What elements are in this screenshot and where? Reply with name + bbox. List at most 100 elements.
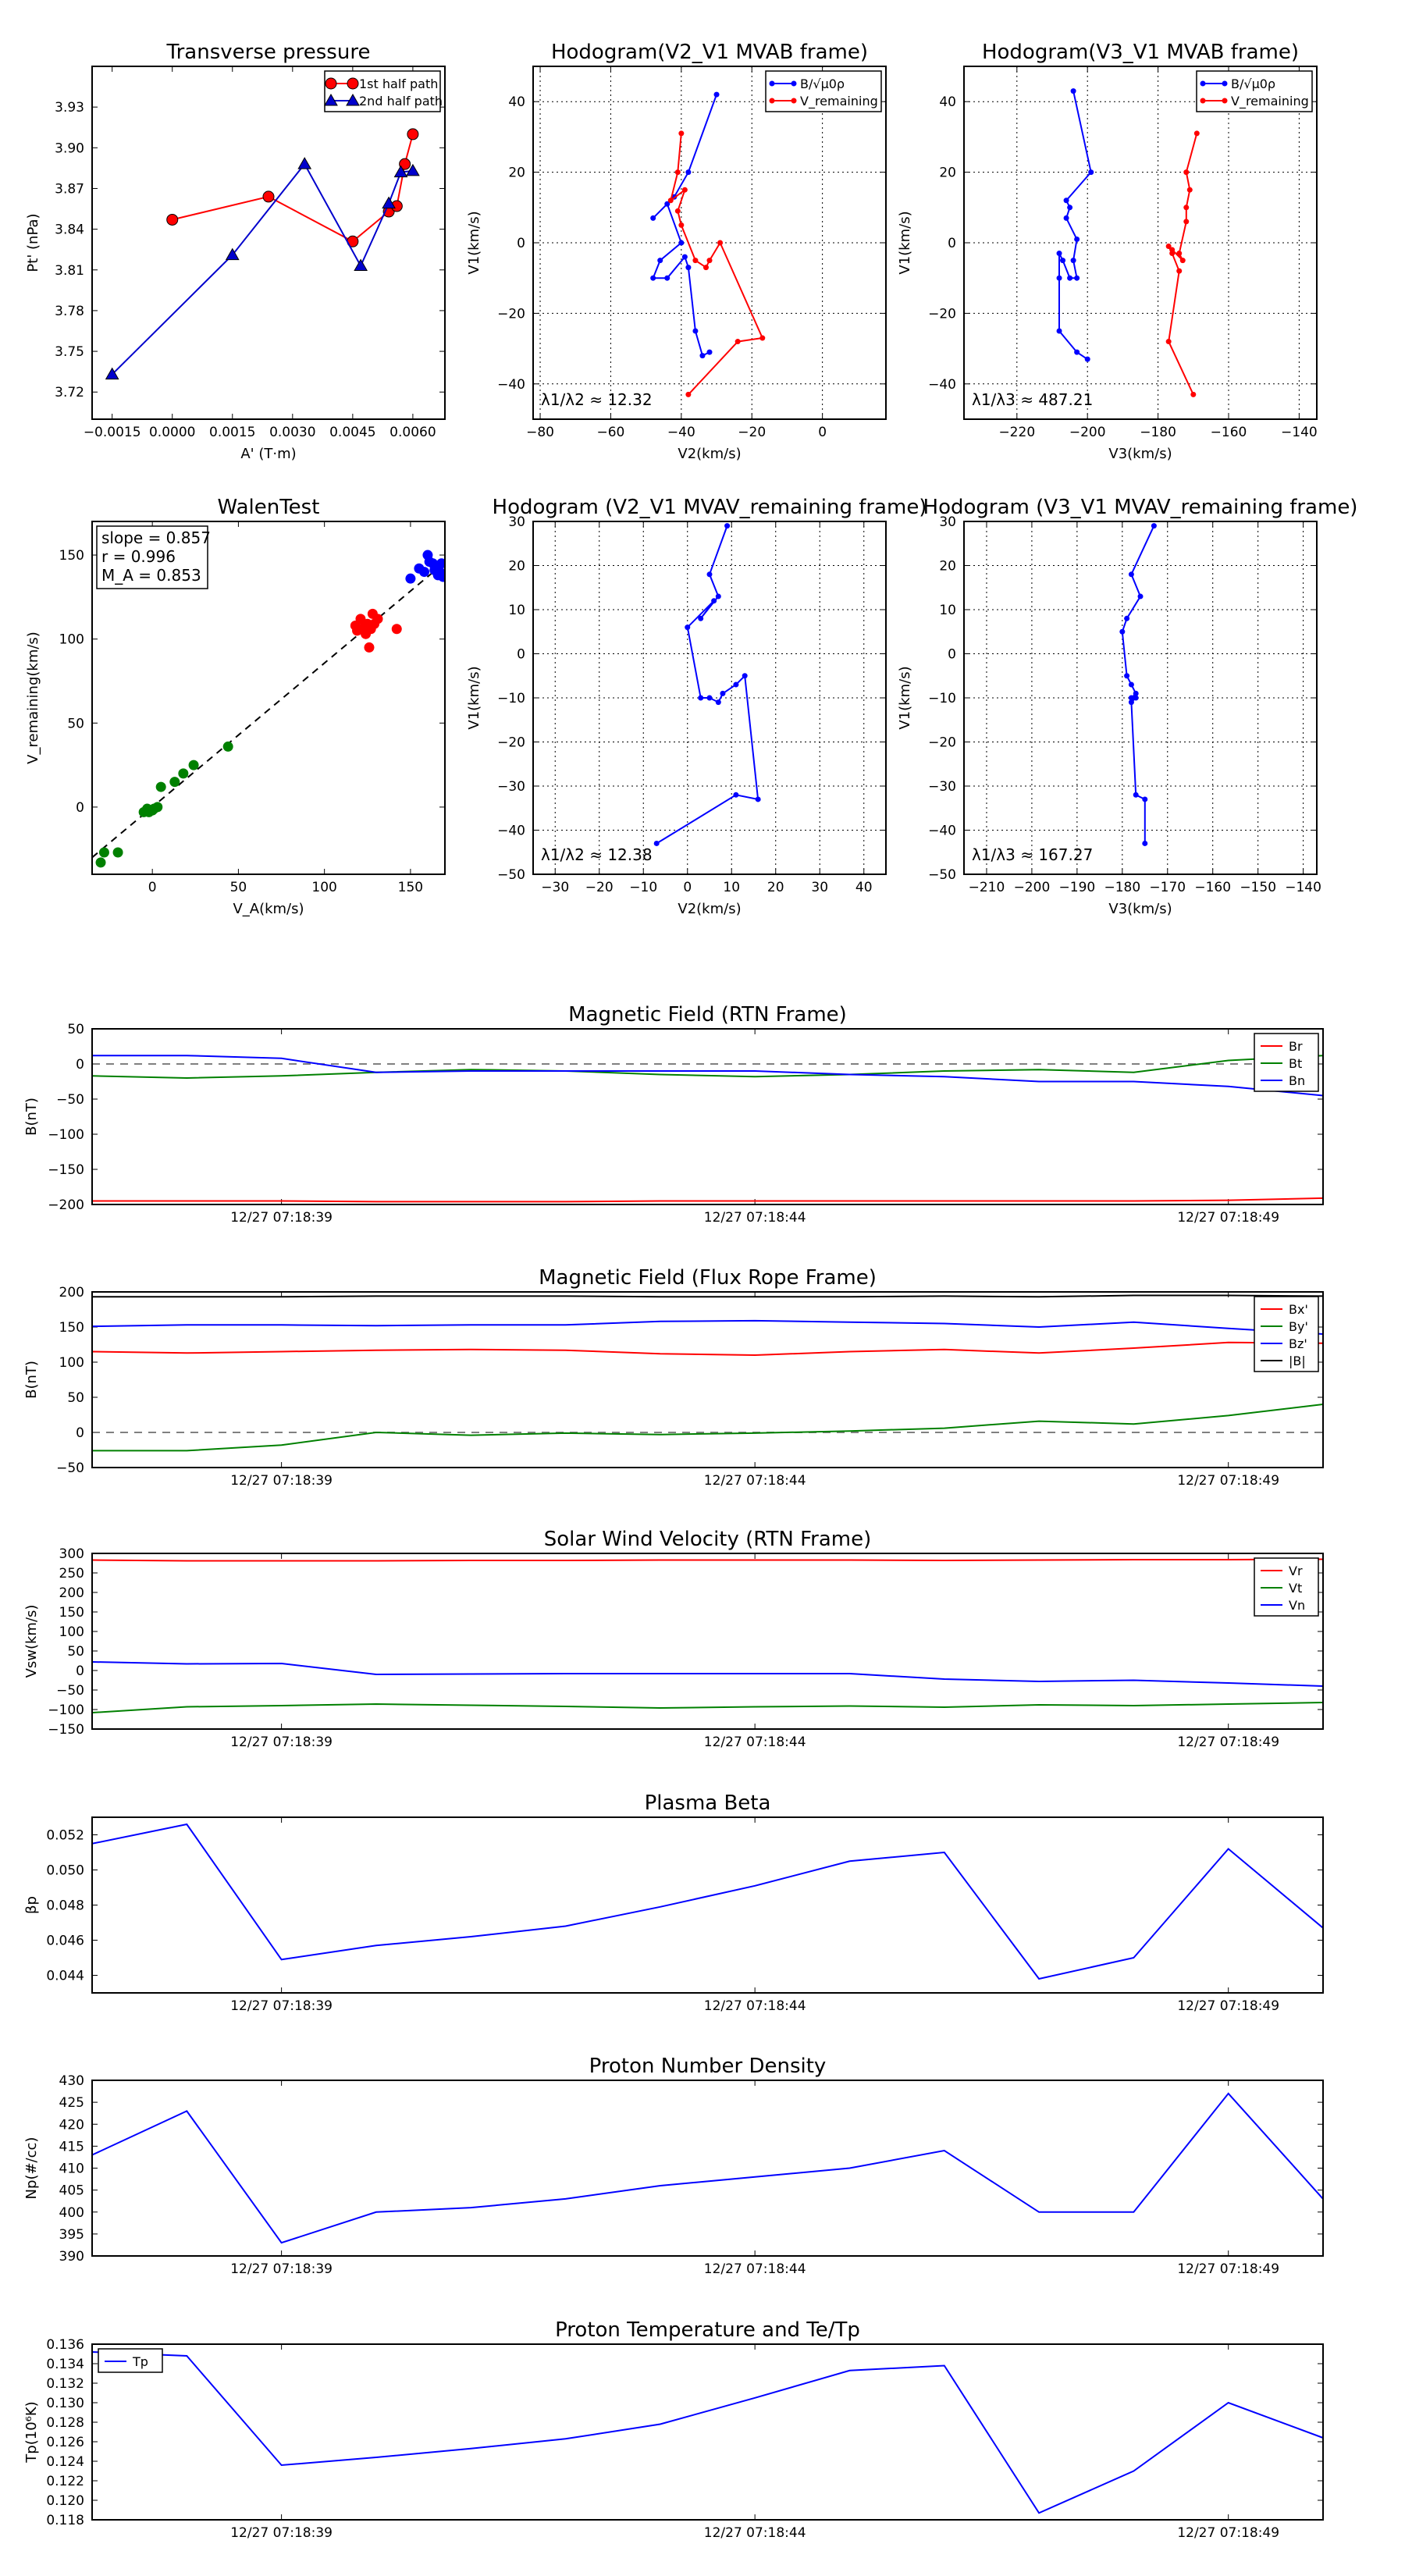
y-tick-label: 3.81 (55, 263, 84, 279)
data-point (155, 781, 166, 792)
y-tick-label: 0.124 (46, 2454, 84, 2470)
legend-label: Bt (1289, 1056, 1302, 1071)
y-axis-label: Pt' (nPa) (25, 213, 41, 272)
y-tick-label: −30 (928, 779, 956, 795)
y-axis-label: B(nT) (23, 1361, 40, 1399)
series-line (1058, 91, 1092, 361)
y-tick-label: −10 (928, 691, 956, 706)
x-tick-label: −0.0015 (84, 425, 141, 440)
data-point (1190, 391, 1197, 397)
plot-area (92, 1558, 1323, 1713)
legend-box (1196, 70, 1313, 112)
data-point (724, 523, 731, 529)
y-tick-label: −50 (56, 1683, 84, 1699)
y-tick-label: 100 (59, 1624, 84, 1640)
y-axis-label: Vsw(km/s) (23, 1605, 40, 1678)
data-point (1067, 205, 1073, 211)
y-tick-label: −40 (928, 824, 956, 839)
x-tick-label: −10 (629, 880, 657, 895)
chart-title: Proton Temperature and Te/Tp (555, 2318, 860, 2342)
y-tick-label: 40 (939, 94, 956, 110)
series-blue (405, 550, 445, 584)
data-point (1067, 275, 1073, 281)
data-point (650, 275, 656, 281)
data-point (1133, 690, 1139, 696)
data-point (717, 240, 724, 246)
stats-line: r = 0.996 (101, 547, 176, 566)
legend-label: Br (1289, 1039, 1303, 1054)
data-point (674, 169, 681, 176)
data-point (698, 695, 704, 701)
chart-hodogram_v2_v1_mvav: Hodogram (V2_V1 MVAV_remaining frame) −30… (466, 496, 927, 917)
y-tick-label: 3.78 (55, 304, 84, 319)
data-point (1133, 792, 1139, 798)
y-tick-label: 250 (59, 1566, 84, 1582)
data-point (715, 593, 721, 600)
x-tick-label: 12/27 07:18:44 (704, 1998, 806, 2014)
plot-frame (91, 2080, 1324, 2257)
y-tick-label: 20 (939, 559, 956, 575)
y-axis-label: V1(km/s) (897, 211, 913, 274)
plot-frame (91, 1816, 1324, 1994)
y-tick-label: 410 (59, 2161, 84, 2177)
y-tick-label: 0 (76, 1057, 84, 1073)
y-tick-label: 50 (67, 1644, 84, 1660)
y-tick-label: −20 (928, 735, 956, 751)
y-tick-label: 390 (59, 2249, 84, 2265)
plot-frame (91, 66, 446, 420)
y-tick-label: 50 (67, 716, 84, 731)
data-point (1074, 349, 1080, 355)
data-point (685, 624, 691, 631)
data-point (1063, 197, 1069, 204)
x-tick-label: 0 (818, 425, 827, 440)
y-tick-label: 100 (59, 632, 84, 648)
legend-label: 2nd half path (359, 94, 443, 109)
data-point (685, 265, 692, 271)
series-Vn (92, 1661, 1323, 1687)
data-point (1070, 88, 1076, 94)
y-axis-label: Np(#/cc) (23, 2137, 40, 2200)
x-axis-label: V3(km/s) (1108, 446, 1172, 462)
legend-label: |B| (1289, 1354, 1306, 1368)
chart-hodogram_v3_v1_mvav: Hodogram (V3_V1 MVAV_remaining frame) −21… (897, 496, 1357, 917)
data-point (1084, 356, 1090, 362)
chart-title: Plasma Beta (645, 1791, 771, 1815)
y-tick-label: −20 (497, 735, 525, 751)
data-point (702, 265, 709, 271)
series-line (652, 94, 717, 358)
x-tick-label: 0.0060 (389, 425, 436, 440)
legend-marker (324, 93, 338, 106)
data-point (681, 254, 688, 260)
x-tick-label: 30 (811, 880, 828, 895)
data-point (685, 391, 692, 397)
y-tick-label: −20 (928, 306, 956, 322)
y-tick-label: 3.72 (55, 385, 84, 400)
x-tick-label: 12/27 07:18:44 (704, 2261, 806, 2277)
x-axis-label: V_A(km/s) (233, 901, 304, 917)
y-tick-label: 0.134 (46, 2357, 84, 2372)
y-tick-label: −10 (497, 691, 525, 706)
data-point (1063, 215, 1069, 221)
data-point (713, 91, 720, 98)
y-tick-label: 0 (948, 236, 956, 251)
legend-label: Tp (132, 2354, 148, 2369)
data-point (664, 275, 670, 281)
x-tick-label: −40 (667, 425, 695, 440)
x-tick-label: 10 (723, 880, 740, 895)
data-point (699, 353, 706, 359)
data-point (105, 367, 119, 380)
x-axis-label: V3(km/s) (1108, 901, 1172, 917)
data-point (742, 673, 748, 679)
plot-frame (91, 2343, 1324, 2521)
data-point (667, 197, 674, 204)
data-point (1151, 523, 1157, 529)
series-line (92, 1055, 1323, 1080)
data-point (1056, 251, 1062, 257)
series-Vt (92, 1702, 1323, 1713)
y-tick-label: 0.052 (46, 1828, 84, 1844)
y-tick-label: −150 (48, 1722, 84, 1738)
plot-area (92, 2092, 1323, 2244)
data-point (1074, 236, 1080, 242)
x-tick-label: −20 (738, 425, 766, 440)
